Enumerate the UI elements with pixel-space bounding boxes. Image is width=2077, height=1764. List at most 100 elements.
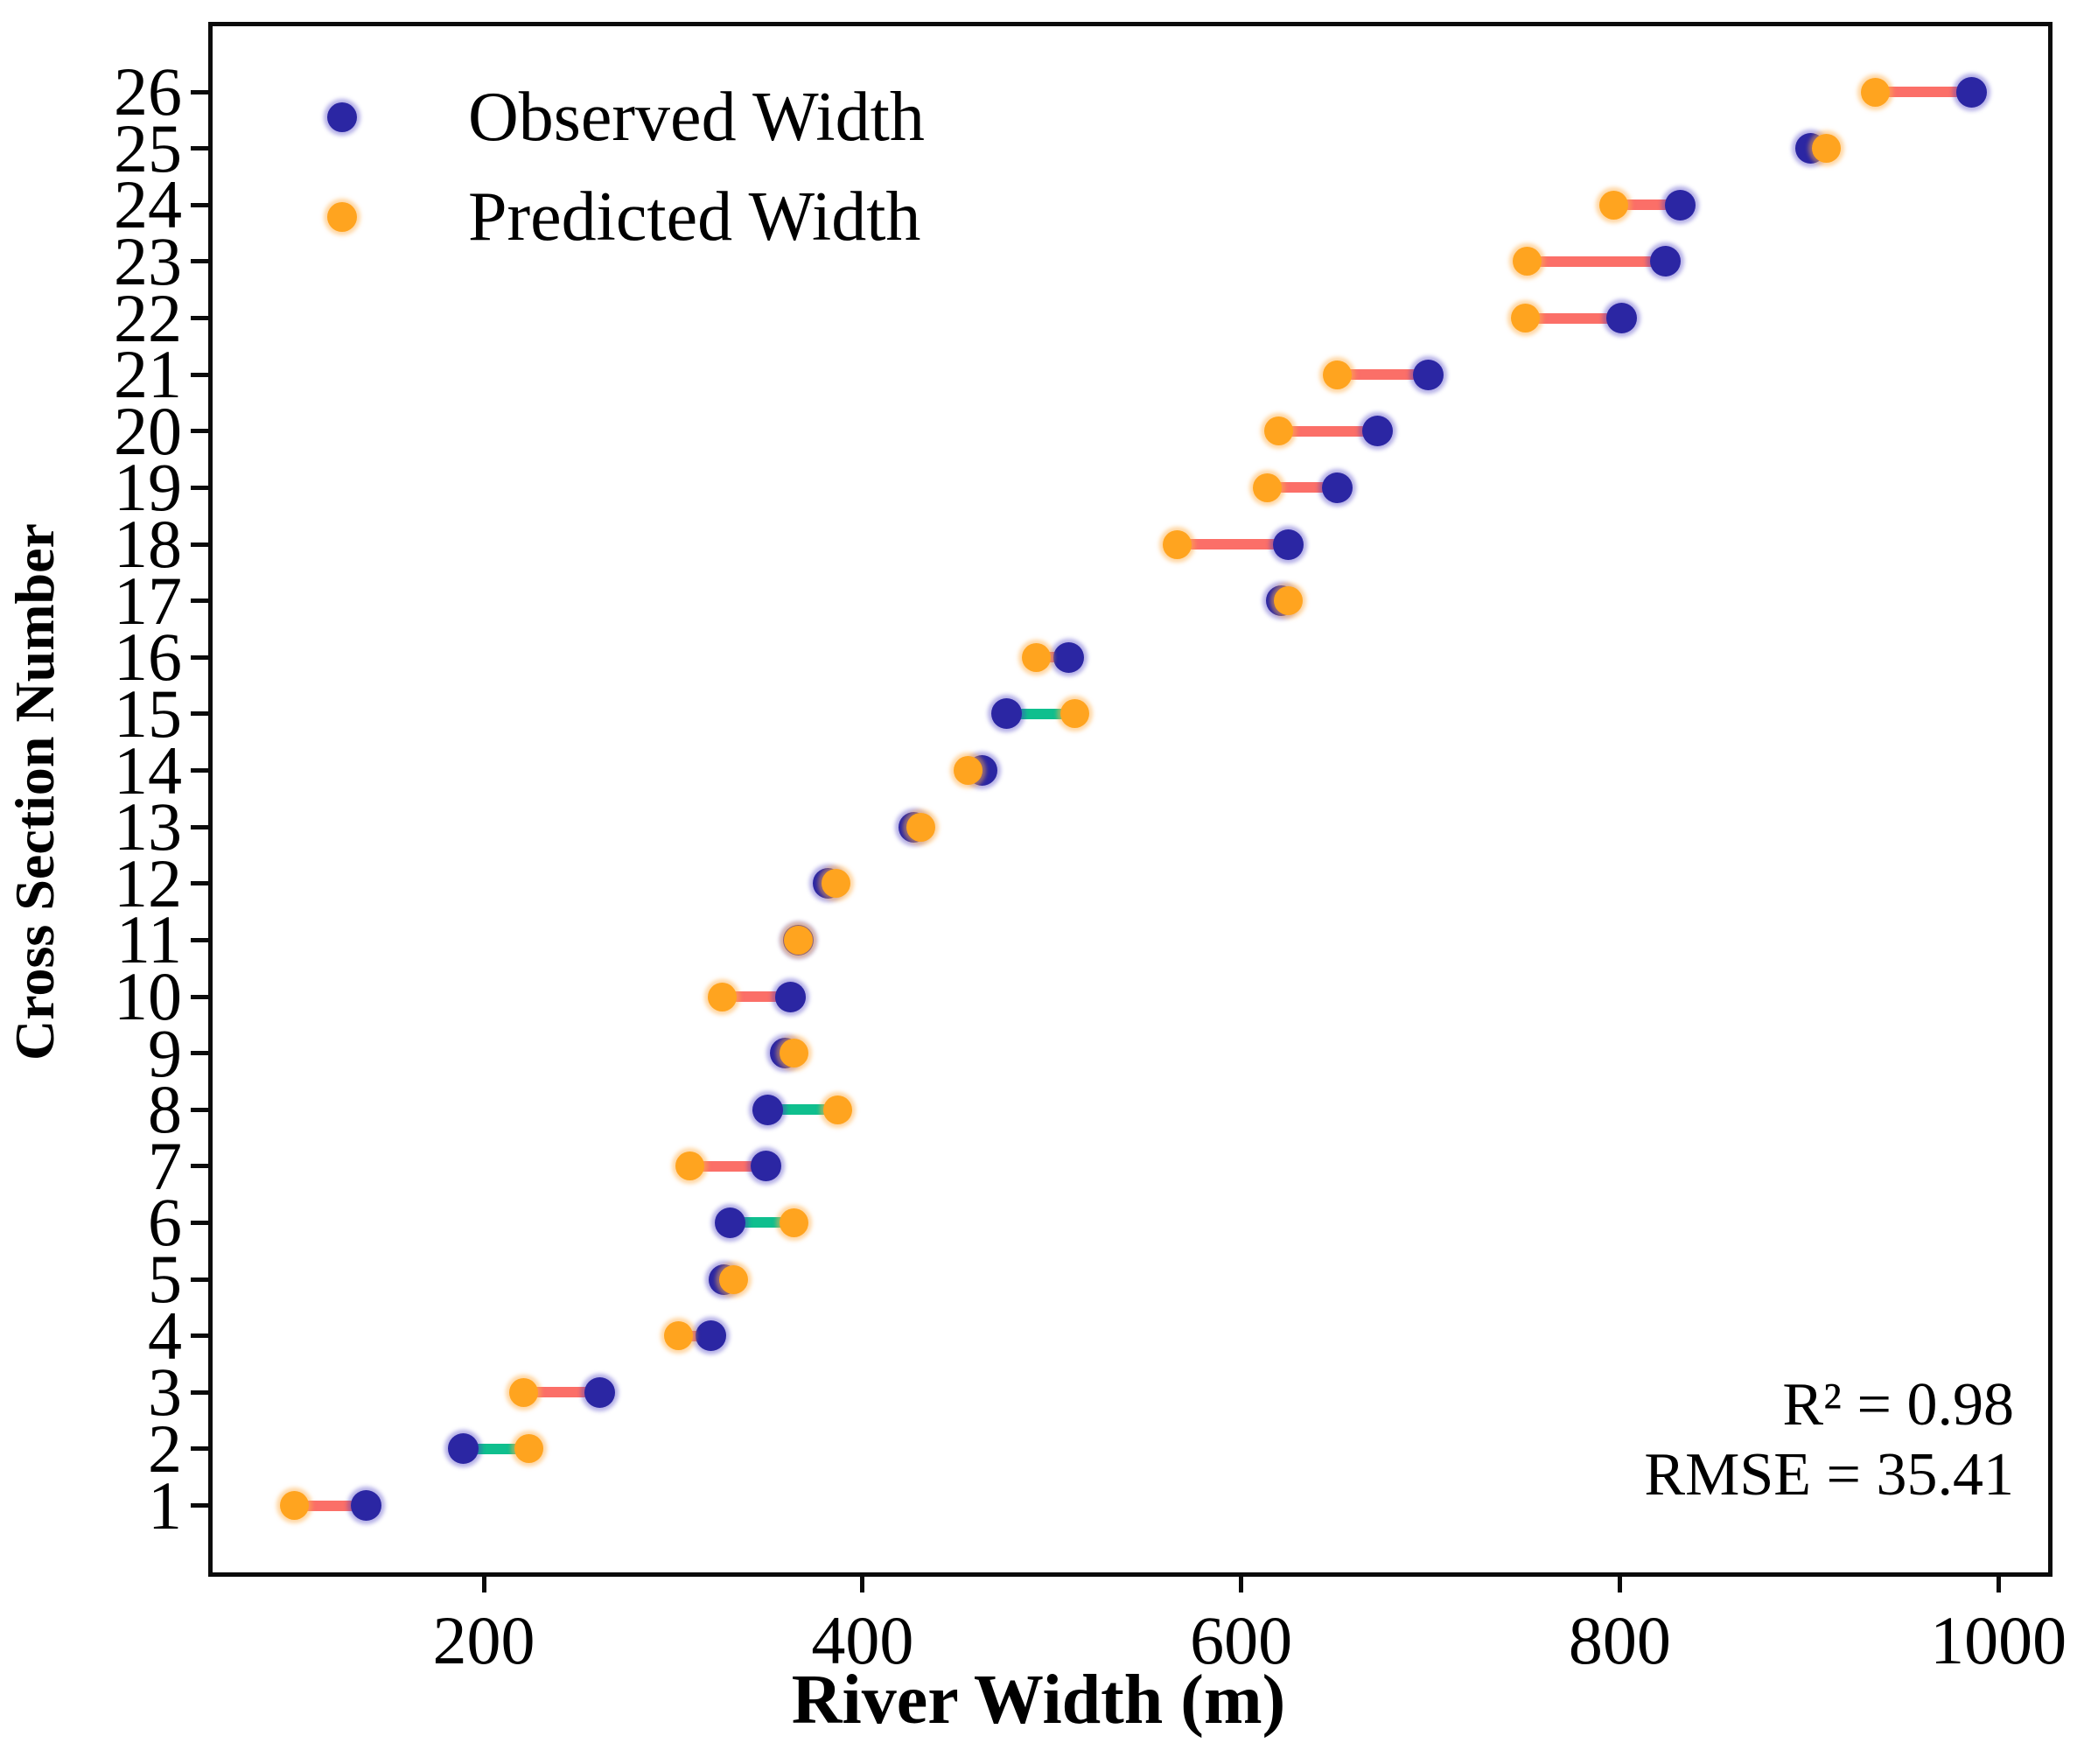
y-tick-mark [191, 372, 208, 377]
y-tick-label: 6 [148, 1184, 182, 1261]
observed-dot [351, 1490, 382, 1522]
y-tick-mark [191, 146, 208, 151]
y-tick-label: 4 [148, 1297, 182, 1374]
predicted-dot [1512, 247, 1542, 276]
y-tick-mark [191, 485, 208, 490]
y-tick-mark [191, 1277, 208, 1282]
connector-line [1006, 708, 1075, 719]
y-tick-label: 18 [114, 506, 182, 583]
rmse-value: RMSE = 35.41 [1644, 1441, 2014, 1508]
y-tick-label: 19 [114, 449, 182, 526]
connector-line [1613, 200, 1681, 211]
x-tick-label: 600 [1190, 1602, 1293, 1678]
connector-line [1525, 312, 1622, 324]
y-tick-mark [191, 881, 208, 886]
predicted-dot [783, 925, 813, 955]
plot-area [208, 22, 2053, 1577]
x-tick-label: 400 [811, 1602, 914, 1678]
connector-line [730, 1217, 794, 1228]
predicted-dot [280, 1491, 310, 1521]
y-tick-label: 7 [148, 1127, 182, 1204]
y-tick-label: 9 [148, 1014, 182, 1091]
y-tick-label: 10 [114, 958, 182, 1035]
y-tick-mark [191, 654, 208, 660]
predicted-dot [1264, 416, 1294, 446]
y-tick-label: 17 [114, 562, 182, 639]
predicted-dot [780, 1039, 809, 1068]
predicted-dot [719, 1264, 749, 1294]
predicted-dot [708, 982, 738, 1012]
predicted-dot [1059, 699, 1089, 729]
y-tick-mark [191, 994, 208, 999]
predicted-dot [1599, 190, 1629, 220]
observed-dot [1273, 528, 1304, 560]
predicted-dot [664, 1321, 694, 1351]
y-tick-mark [191, 1446, 208, 1452]
y-tick-mark [191, 598, 208, 604]
y-tick-mark [191, 1334, 208, 1339]
predicted-dot [954, 756, 983, 786]
connector-line [1875, 87, 1972, 98]
y-tick-label: 5 [148, 1241, 182, 1318]
predicted-dot [514, 1434, 544, 1464]
connector-line [1267, 482, 1338, 494]
predicted-dot [1510, 304, 1540, 333]
y-tick-mark [191, 259, 208, 264]
y-tick-label: 2 [148, 1410, 182, 1487]
observed-dot [1361, 416, 1393, 447]
connector-line [463, 1443, 529, 1454]
y-tick-mark [191, 542, 208, 547]
observed-dot [1053, 641, 1085, 673]
y-tick-mark [191, 824, 208, 830]
predicted-dot [906, 812, 936, 842]
y-tick-mark [191, 429, 208, 434]
observed-dot [990, 698, 1022, 730]
observed-dot [1606, 303, 1637, 334]
predicted-dot [508, 1377, 538, 1407]
observed-dot [714, 1207, 745, 1238]
predicted-dot [823, 1095, 853, 1124]
connector-line [1278, 425, 1378, 437]
y-tick-mark [191, 1390, 208, 1395]
y-tick-label: 13 [114, 788, 182, 865]
y-tick-mark [191, 1220, 208, 1225]
y-tick-label: 11 [115, 901, 182, 978]
y-tick-label: 16 [114, 619, 182, 696]
predicted-dot [675, 1152, 705, 1181]
y-tick-label: 15 [114, 675, 182, 752]
x-tick-mark [1996, 1575, 2001, 1592]
connector-line [767, 1104, 838, 1116]
x-tick-label: 200 [432, 1602, 535, 1678]
connector-line [1527, 256, 1666, 267]
predicted-dot [780, 1208, 809, 1237]
observed-dot [584, 1376, 615, 1408]
connector-line [1177, 539, 1289, 550]
y-tick-label: 22 [114, 279, 182, 356]
observed-dot [1322, 472, 1353, 503]
y-tick-label: 24 [114, 166, 182, 243]
legend-observed-dot-icon [327, 102, 357, 132]
predicted-dot [1022, 642, 1052, 672]
y-tick-mark [191, 937, 208, 942]
legend-predicted-label: Predicted Width [468, 178, 921, 256]
y-tick-label: 25 [114, 109, 182, 186]
observed-dot [775, 981, 807, 1012]
predicted-dot [822, 869, 851, 899]
connector-line [523, 1387, 600, 1398]
y-tick-mark [191, 1051, 208, 1056]
connector-line [294, 1500, 367, 1511]
connector-line [722, 991, 791, 1003]
y-tick-label: 3 [148, 1354, 182, 1431]
y-tick-label: 26 [114, 53, 182, 130]
predicted-dot [1253, 472, 1283, 502]
observed-dot [1649, 246, 1681, 277]
predicted-dot [1162, 529, 1192, 559]
y-tick-label: 20 [114, 392, 182, 469]
predicted-dot [1323, 360, 1353, 389]
x-tick-mark [481, 1575, 486, 1592]
predicted-dot [1811, 134, 1841, 164]
x-tick-mark [1617, 1575, 1622, 1592]
y-tick-label: 1 [148, 1466, 182, 1544]
legend-observed-label: Observed Width [468, 79, 925, 156]
